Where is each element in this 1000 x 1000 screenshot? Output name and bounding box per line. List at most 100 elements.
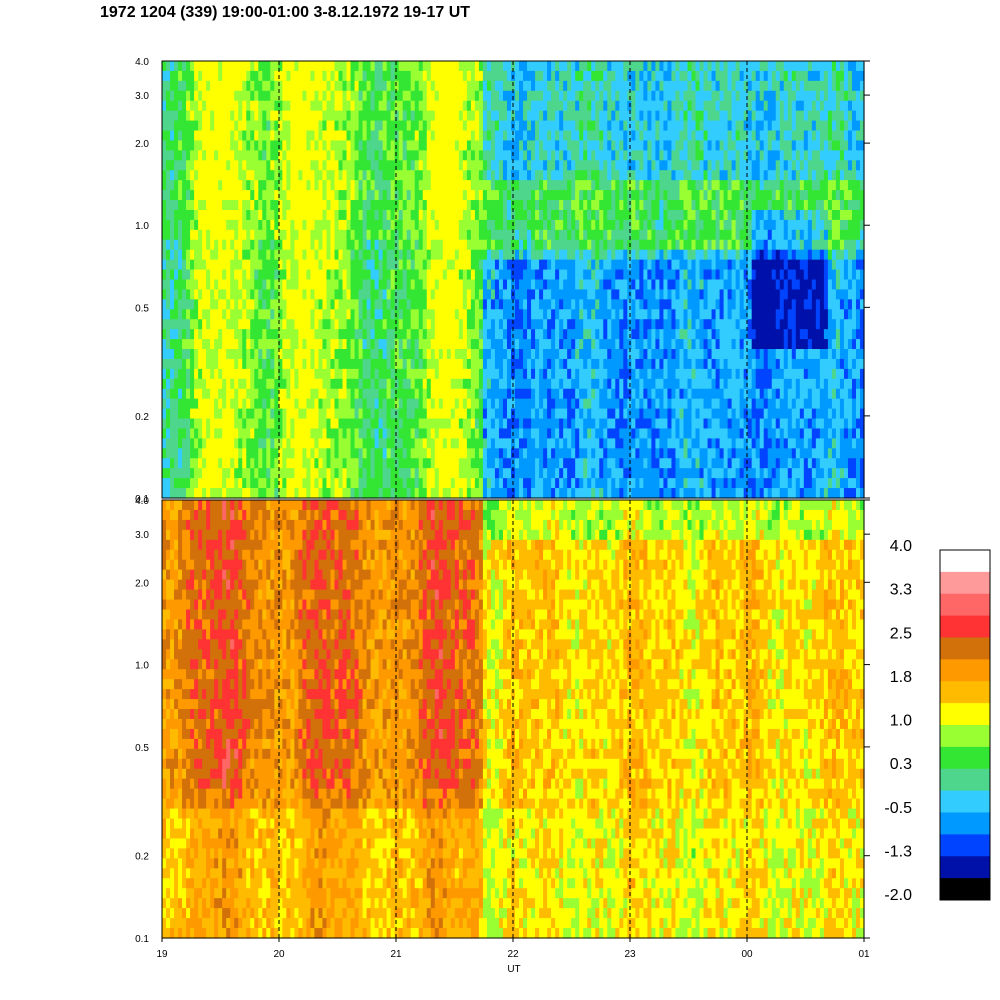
- heatmap-cell: [699, 80, 705, 92]
- heatmap-cell: [442, 319, 448, 330]
- heatmap-cell: [823, 61, 829, 72]
- heatmap-cell: [182, 150, 187, 161]
- heatmap-cell: [531, 239, 536, 251]
- heatmap-cell: [314, 180, 320, 191]
- heatmap-cell: [631, 61, 636, 72]
- heatmap-cell: [466, 200, 472, 211]
- heatmap-cell: [358, 140, 364, 151]
- heatmap-cell: [583, 299, 588, 310]
- heatmap-cell: [422, 209, 428, 221]
- heatmap-cell: [318, 120, 324, 132]
- heatmap-cell: [655, 70, 661, 82]
- heatmap-cell: [575, 289, 580, 300]
- heatmap-cell: [591, 80, 596, 92]
- heatmap-cell: [454, 259, 460, 271]
- heatmap-cell: [326, 259, 332, 271]
- heatmap-cell: [663, 61, 669, 72]
- heatmap-cell: [310, 249, 316, 261]
- heatmap-cell: [835, 130, 841, 142]
- heatmap-cell: [430, 309, 436, 320]
- heatmap-cell: [827, 209, 833, 221]
- heatmap-cell: [851, 279, 857, 291]
- heatmap-cell: [338, 110, 344, 122]
- heatmap-cell: [382, 180, 388, 191]
- heatmap-cell: [502, 249, 508, 261]
- heatmap-cell: [771, 259, 777, 271]
- heatmap-cell: [462, 100, 468, 112]
- heatmap-cell: [803, 279, 809, 291]
- heatmap-cell: [831, 200, 837, 211]
- heatmap-cell: [647, 309, 652, 320]
- heatmap-cell: [410, 289, 416, 300]
- heatmap-cell: [482, 70, 488, 82]
- heatmap-cell: [619, 80, 624, 92]
- heatmap-cell: [222, 259, 227, 271]
- heatmap-cell: [246, 319, 251, 330]
- heatmap-cell: [671, 319, 677, 330]
- heatmap-cell: [434, 249, 440, 261]
- heatmap-cell: [567, 259, 572, 271]
- heatmap-cell: [531, 259, 536, 271]
- heatmap-cell: [254, 170, 259, 181]
- heatmap-cell: [759, 319, 765, 330]
- heatmap-cell: [839, 70, 845, 82]
- heatmap-cell: [619, 120, 624, 132]
- heatmap-cell: [482, 130, 488, 142]
- heatmap-cell: [655, 269, 661, 281]
- heatmap-cell: [587, 319, 592, 330]
- heatmap-cell: [438, 170, 444, 181]
- heatmap-cell: [567, 269, 572, 281]
- heatmap-cell: [663, 229, 669, 241]
- heatmap-cell: [446, 209, 452, 221]
- heatmap-cell: [314, 190, 320, 201]
- heatmap-cell: [170, 130, 175, 142]
- heatmap-cell: [230, 70, 235, 82]
- heatmap-cell: [723, 219, 729, 231]
- heatmap-cell: [603, 209, 608, 221]
- heatmap-cell: [567, 160, 572, 171]
- heatmap-cell: [855, 279, 861, 291]
- heatmap-cell: [747, 269, 753, 281]
- heatmap-cell: [643, 299, 648, 310]
- heatmap-cell: [615, 229, 620, 241]
- heatmap-cell: [342, 170, 348, 181]
- heatmap-cell: [298, 269, 303, 281]
- heatmap-cell: [386, 110, 392, 122]
- heatmap-cell: [755, 269, 761, 281]
- heatmap-cell: [555, 209, 560, 221]
- heatmap-cell: [378, 200, 384, 211]
- heatmap-cell: [406, 319, 412, 330]
- heatmap-cell: [775, 259, 781, 271]
- heatmap-cell: [579, 100, 584, 112]
- heatmap-cell: [446, 339, 452, 350]
- heatmap-cell: [551, 319, 556, 330]
- heatmap-cell: [643, 269, 648, 281]
- heatmap-cell: [170, 259, 175, 271]
- heatmap-cell: [338, 309, 344, 320]
- heatmap-cell: [374, 130, 380, 142]
- heatmap-cell: [771, 269, 777, 281]
- heatmap-cell: [398, 70, 404, 82]
- heatmap-cell: [639, 140, 644, 151]
- heatmap-cell: [194, 160, 199, 171]
- heatmap-cell: [523, 180, 528, 191]
- heatmap-cell: [310, 100, 316, 112]
- heatmap-cell: [290, 61, 295, 72]
- heatmap-cell: [855, 180, 861, 191]
- heatmap-cell: [783, 319, 789, 330]
- heatmap-cell: [234, 140, 239, 151]
- heatmap-cell: [202, 209, 207, 221]
- heatmap-cell: [547, 120, 552, 132]
- heatmap-cell: [338, 329, 344, 340]
- heatmap-cell: [651, 190, 656, 201]
- heatmap-cell: [378, 289, 384, 300]
- heatmap-cell: [282, 120, 287, 132]
- heatmap-cell: [783, 200, 789, 211]
- heatmap-cell: [519, 249, 524, 261]
- heatmap-cell: [699, 259, 705, 271]
- heatmap-cell: [330, 110, 336, 122]
- heatmap-cell: [671, 299, 677, 310]
- heatmap-cell: [703, 110, 709, 122]
- heatmap-cell: [294, 299, 299, 310]
- heatmap-cell: [454, 329, 460, 340]
